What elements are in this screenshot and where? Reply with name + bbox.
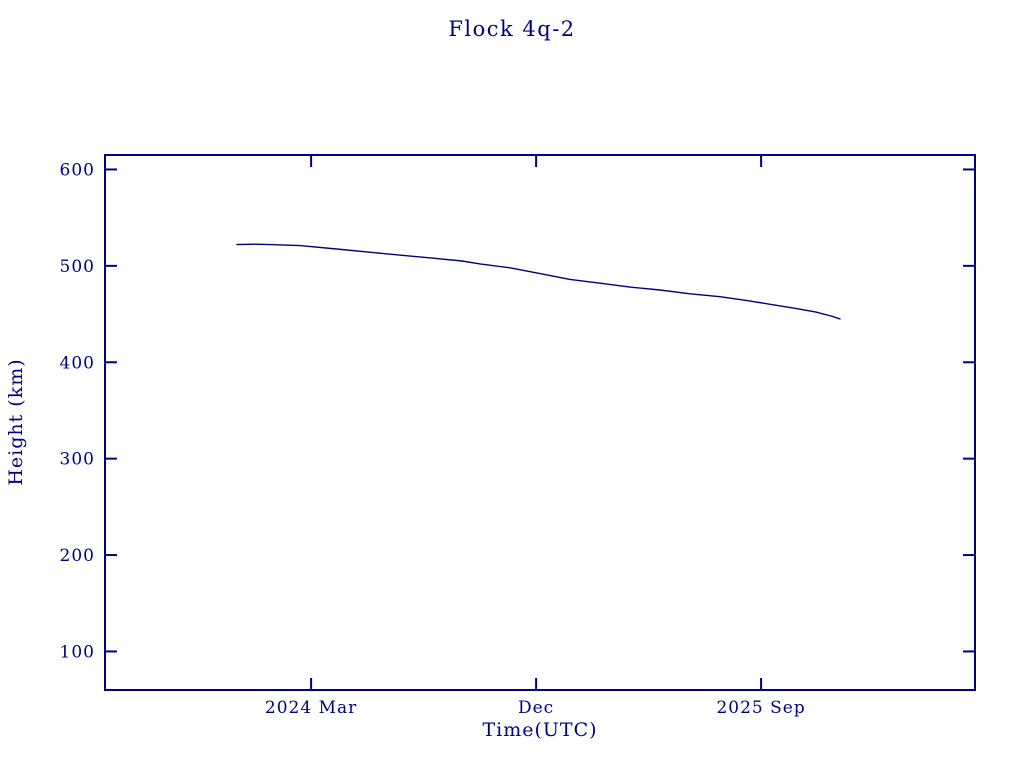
x-tick-label: 2024 Mar (265, 698, 357, 718)
y-tick-label: 100 (60, 642, 95, 662)
y-tick-label: 600 (60, 160, 95, 180)
y-tick-label: 400 (60, 353, 95, 373)
chart-title: Flock 4q-2 (448, 17, 576, 41)
x-tick-label: 2025 Sep (716, 698, 805, 718)
plot-box (104, 154, 976, 691)
height-line (236, 243, 841, 320)
y-tick-label: 300 (60, 450, 95, 470)
y-tick-label: 500 (60, 257, 95, 277)
x-tick-label: Dec (518, 698, 554, 718)
x-axis-label: Time(UTC) (482, 719, 598, 741)
y-tick-label: 200 (60, 546, 95, 566)
